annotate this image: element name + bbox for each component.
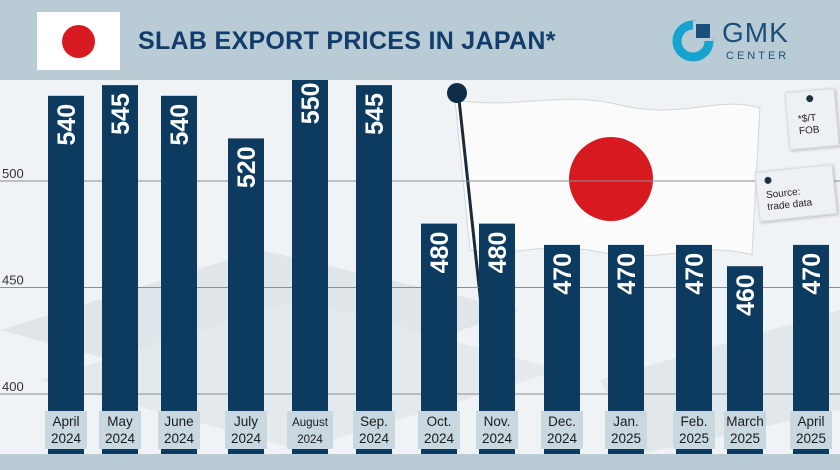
x-label-box: [158, 411, 200, 449]
source-note: Source: trade data: [754, 164, 838, 222]
x-tick-label-year: 2024: [164, 431, 195, 446]
bar-value-label: 545: [107, 93, 135, 135]
x-label-box: [724, 411, 766, 449]
bar-value-label: 480: [426, 232, 454, 274]
x-label-box: [353, 411, 395, 449]
bar: [356, 85, 392, 454]
x-tick-label-month: June: [164, 414, 193, 429]
bar: [228, 138, 264, 454]
x-label-box: [541, 411, 583, 449]
bar-value-label: 470: [798, 253, 826, 295]
bar-value-label: 550: [297, 83, 325, 125]
logo-text-gmk: GMK: [722, 17, 789, 48]
logo-text-center: CENTER: [726, 50, 790, 62]
x-tick-label-year: 2024: [105, 431, 136, 446]
y-axis-ticks: 550500450400: [2, 166, 24, 394]
bar: [48, 95, 84, 454]
unit-note-line2: FOB: [798, 124, 821, 138]
x-tick-label-year: 2025: [679, 431, 709, 446]
x-label-box: [287, 411, 333, 449]
x-tick-label-month: March: [726, 414, 764, 429]
bar: [102, 85, 138, 454]
x-label-box: [99, 411, 141, 449]
bar-chart: 550500450400 540545540520550545480480470…: [0, 80, 840, 454]
header-banner: SLAB EXPORT PRICES IN JAPAN* GMK CENTER: [0, 0, 840, 80]
x-label-box: [45, 411, 87, 449]
y-tick-label: 450: [2, 273, 24, 288]
y-tick-label: 400: [2, 379, 24, 394]
plot-area: 550500450400 540545540520550545480480470…: [0, 80, 840, 454]
x-tick-label-year: 2025: [730, 431, 760, 446]
x-tick-label-month: Sep.: [360, 414, 388, 429]
x-tick-label-year: 2025: [796, 431, 826, 446]
x-tick-label-month: May: [107, 414, 133, 429]
x-tick-label-year: 2024: [51, 431, 82, 446]
unit-note: *$/T FOB: [784, 87, 840, 151]
gmk-center-logo: GMK CENTER: [670, 17, 820, 65]
x-tick-label-month: Dec.: [548, 414, 576, 429]
x-label-box: [673, 411, 715, 449]
bar-value-label: 480: [484, 232, 512, 274]
x-label-box: [225, 411, 267, 449]
x-tick-label-year: 2024: [547, 431, 578, 446]
x-label-box: [790, 411, 832, 449]
japan-flag-icon: [37, 12, 120, 70]
bar: [161, 95, 197, 454]
gmk-logo-icon: [672, 20, 714, 62]
chart-title: SLAB EXPORT PRICES IN JAPAN*: [138, 27, 556, 55]
x-tick-label-month: August: [292, 417, 329, 429]
bar-value-label: 540: [166, 104, 194, 146]
x-tick-label-month: April: [797, 414, 824, 429]
x-tick-label-year: 2024: [231, 431, 262, 446]
x-tick-label-month: April: [52, 414, 79, 429]
bar-value-label: 520: [233, 146, 261, 188]
bar-value-label: 470: [549, 253, 577, 295]
x-label-box: [605, 411, 647, 449]
bar: [292, 80, 328, 454]
bar-value-label: 460: [732, 274, 760, 316]
bar-value-label: 470: [681, 253, 709, 295]
x-tick-label-month: July: [234, 414, 258, 429]
x-tick-label-year: 2024: [297, 434, 323, 446]
x-tick-label-month: Oct.: [427, 414, 452, 429]
x-tick-label-year: 2024: [359, 431, 390, 446]
bar-value-label: 545: [361, 93, 389, 135]
x-axis-labels: April 2024 May 2024 June 2024 July 2024 August 20…: [45, 411, 832, 449]
x-label-box: [476, 411, 518, 449]
x-tick-label-month: Feb.: [680, 414, 707, 429]
x-label-box: [418, 411, 460, 449]
bar-value-label: 470: [613, 253, 641, 295]
x-tick-label-year: 2024: [424, 431, 455, 446]
x-tick-label-month: Jan.: [613, 414, 639, 429]
bottom-strip: [0, 454, 840, 470]
x-tick-label-month: Nov.: [484, 414, 511, 429]
y-tick-label: 500: [2, 166, 24, 181]
x-tick-label-year: 2025: [611, 431, 641, 446]
x-tick-label-year: 2024: [482, 431, 513, 446]
bar-value-label: 540: [53, 104, 81, 146]
